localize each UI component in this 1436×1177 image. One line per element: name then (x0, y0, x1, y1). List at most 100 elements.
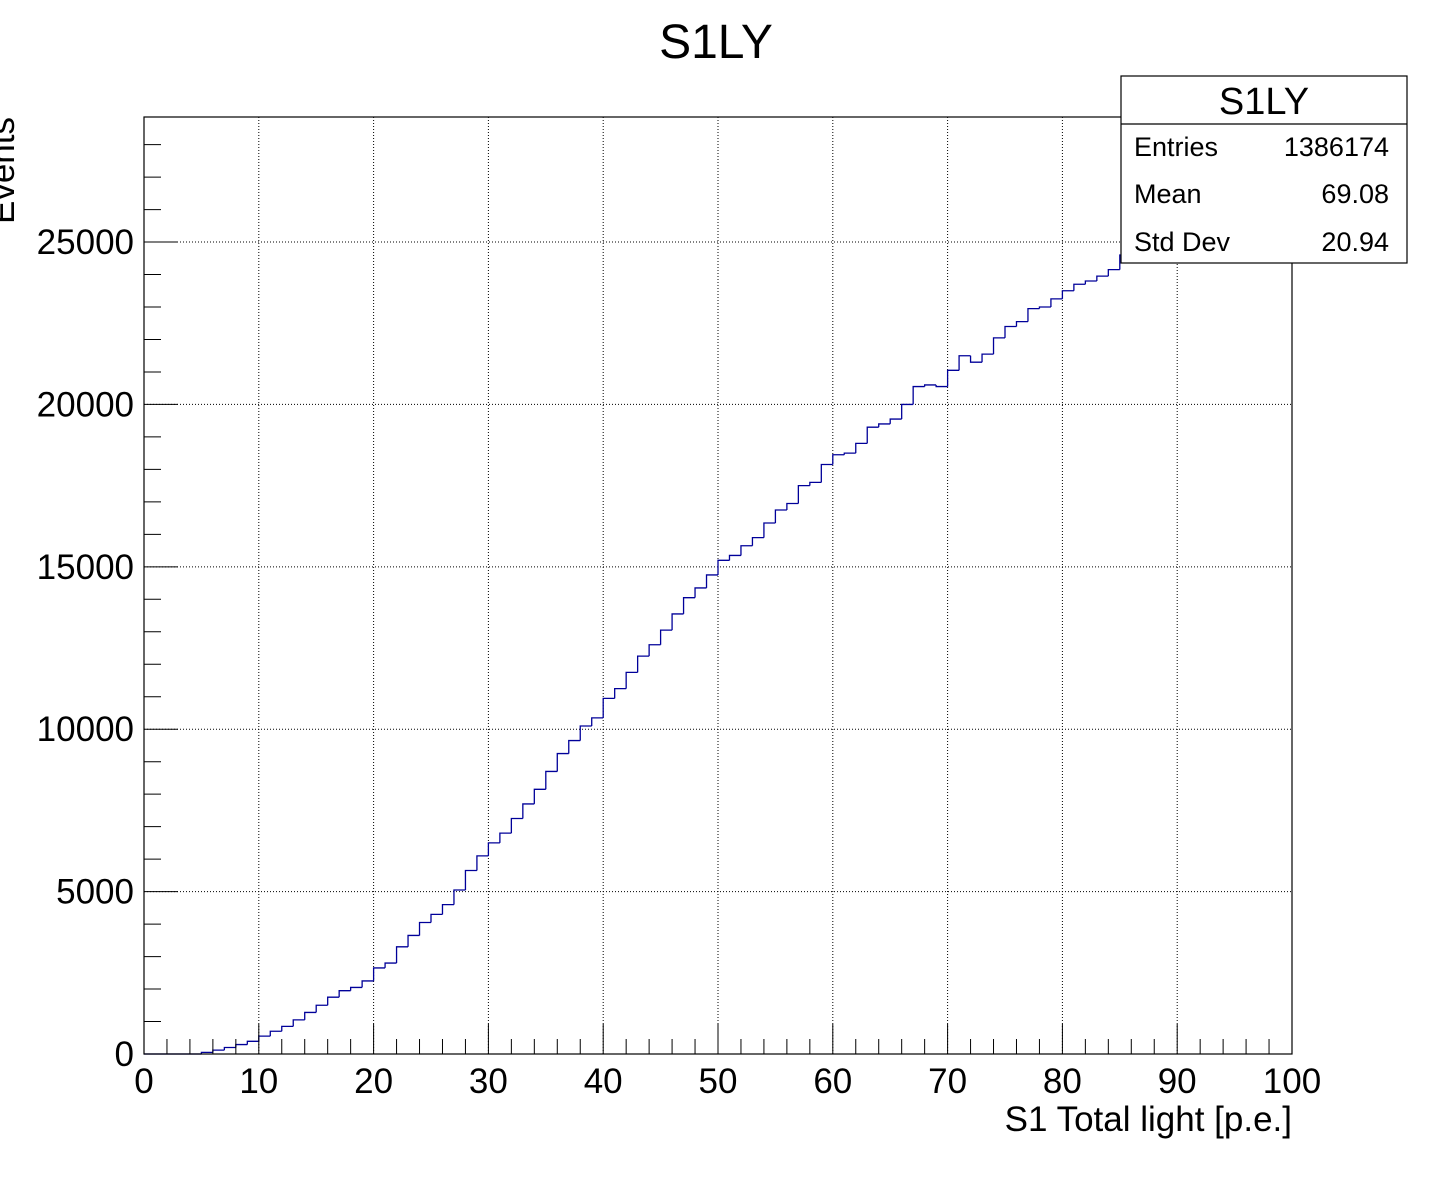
histogram-bin (1004, 325, 1017, 338)
y-axis-label: Events (0, 117, 22, 224)
histogram-bin (441, 903, 454, 915)
histogram-bin (453, 889, 466, 905)
x-axis-label: S1 Total light [p.e.] (1005, 1100, 1292, 1139)
x-tick-label: 60 (813, 1062, 852, 1101)
histogram-bin (636, 655, 650, 673)
histogram-bin (384, 962, 397, 968)
histogram-bin (832, 454, 845, 465)
histogram-bin (774, 509, 787, 523)
x-tick-label: 10 (239, 1062, 278, 1101)
x-tick-label: 20 (354, 1062, 393, 1101)
histogram-bin (614, 687, 627, 699)
histogram-bin (878, 423, 891, 428)
y-tick-label: 25000 (37, 223, 134, 262)
histogram-bin (992, 337, 1005, 355)
histogram-bin (464, 869, 477, 890)
x-tick-label: 0 (134, 1062, 153, 1101)
histogram-bin (281, 1025, 294, 1032)
stats-box: S1LY Entries 1386174 Mean 69.08 Std Dev … (1120, 75, 1408, 264)
histogram-bin (1107, 268, 1120, 277)
stats-stddev-value: 20.94 (1321, 227, 1389, 257)
histogram-bin (476, 855, 489, 871)
x-tick-label: 30 (469, 1062, 508, 1101)
histogram-bin (843, 452, 856, 455)
histogram-bin (591, 717, 604, 726)
histogram-bin (556, 752, 569, 772)
y-tick-label: 20000 (37, 385, 134, 424)
histogram-bin (648, 644, 661, 657)
axis-layer: 0 10 20 30 40 50 60 70 80 90 100 0 5000 10000 15000 200… (37, 144, 1321, 1101)
histogram-bin (694, 587, 707, 598)
histogram-bin (763, 522, 776, 538)
histogram-bin (315, 1004, 328, 1013)
histogram-bin (349, 986, 363, 991)
histogram-bin (946, 369, 960, 387)
histogram-bin (395, 946, 409, 964)
x-tick-label: 40 (584, 1062, 623, 1101)
histogram-bin (568, 739, 581, 754)
x-tick-label: 70 (928, 1062, 967, 1101)
histogram-bin (246, 1040, 259, 1045)
y-tick-label: 10000 (37, 710, 134, 749)
histogram-bin (912, 385, 925, 405)
y-tick-label: 15000 (37, 548, 134, 587)
histogram-bin (935, 384, 948, 388)
histogram-bin (579, 725, 592, 741)
histogram-bin (751, 536, 764, 546)
histogram-bin (1015, 320, 1028, 327)
histogram-bin (659, 629, 673, 645)
y-tick-label: 0 (115, 1035, 134, 1074)
histogram-bin (269, 1030, 282, 1037)
histogram-bin (430, 913, 443, 923)
histogram-bin (327, 996, 340, 1006)
histogram-bin (338, 990, 351, 998)
histogram-bin (1038, 306, 1051, 309)
histogram-bin (1050, 298, 1063, 307)
stats-box-frame (1120, 75, 1408, 264)
histogram-bin (923, 384, 937, 387)
histogram-bin (740, 545, 753, 556)
histogram-bin (1073, 283, 1086, 291)
chart-title: S1LY (659, 16, 773, 69)
histogram-bin (671, 613, 684, 631)
x-tick-label: 100 (1263, 1062, 1321, 1101)
histogram-bin (889, 418, 902, 424)
x-tick-label: 50 (699, 1062, 738, 1101)
histogram-bin (1027, 307, 1040, 322)
histogram-bin (407, 934, 420, 947)
histogram-bin (545, 770, 558, 790)
stats-entries-value: 1386174 (1284, 132, 1389, 162)
histogram-bin (809, 481, 822, 486)
histogram-bin (958, 355, 971, 371)
histogram-bin (1096, 275, 1109, 282)
histogram-bin (797, 484, 810, 504)
histogram-bin (372, 967, 386, 981)
histogram-bin (901, 403, 914, 420)
stats-mean-label: Mean (1134, 179, 1202, 209)
histogram-bin (487, 842, 500, 856)
histogram-bin (855, 442, 868, 454)
histogram-bin (361, 980, 374, 988)
histogram-bin (717, 559, 730, 575)
stats-stddev-label: Std Dev (1134, 227, 1231, 257)
histogram-bin (866, 426, 879, 444)
histogram-bin (786, 502, 799, 510)
histogram-bin (1061, 290, 1074, 299)
histogram-bin (705, 574, 718, 588)
histogram-bin (304, 1011, 317, 1020)
histogram-bin (625, 671, 638, 689)
histogram-bin (510, 817, 523, 834)
histogram-bin (1084, 280, 1097, 285)
histogram-bin (292, 1019, 305, 1027)
histogram-bin (981, 353, 994, 363)
histogram-bin (533, 788, 546, 804)
histogram-bin (499, 832, 512, 843)
histogram-bin (820, 463, 833, 483)
histogram-bin (418, 921, 431, 936)
histogram-bin (602, 697, 615, 718)
stats-entries-label: Entries (1134, 132, 1218, 162)
x-tick-label: 90 (1158, 1062, 1197, 1101)
histogram-bin (522, 803, 535, 819)
